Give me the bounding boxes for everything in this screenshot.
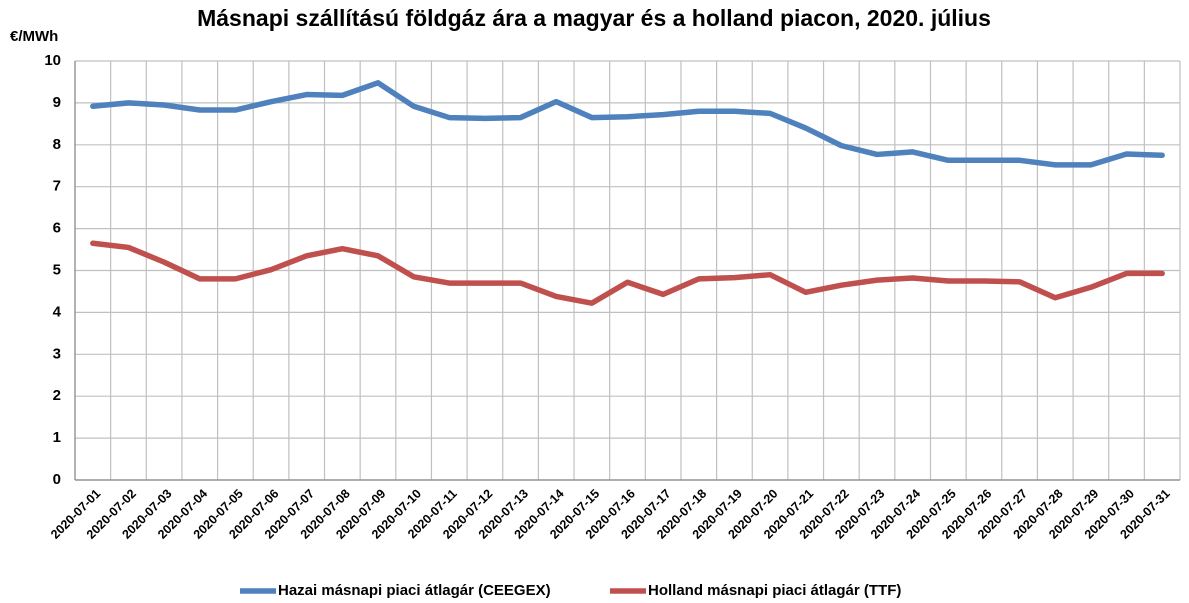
- y-axis-label: €/MWh: [10, 28, 58, 45]
- y-tick-label: 9: [53, 94, 61, 111]
- y-tick-label: 5: [53, 261, 61, 278]
- y-tick-label: 10: [44, 52, 61, 69]
- y-tick-label: 3: [53, 345, 61, 362]
- legend-label: Hazai másnapi piaci átlagár (CEEGEX): [278, 582, 551, 599]
- y-tick-label: 0: [53, 471, 61, 488]
- y-tick-label: 6: [53, 220, 61, 237]
- y-tick-label: 8: [53, 136, 61, 153]
- y-tick-label: 2: [53, 387, 61, 404]
- line-series: [90, 80, 1165, 168]
- y-tick-label: 4: [53, 303, 62, 320]
- y-tick-label: 7: [53, 178, 61, 195]
- line-series: [90, 240, 1165, 306]
- legend-label: Holland másnapi piaci átlagár (TTF): [648, 582, 901, 599]
- chart-title: Másnapi szállítású földgáz ára a magyar …: [197, 5, 991, 31]
- y-tick-label: 1: [53, 429, 61, 446]
